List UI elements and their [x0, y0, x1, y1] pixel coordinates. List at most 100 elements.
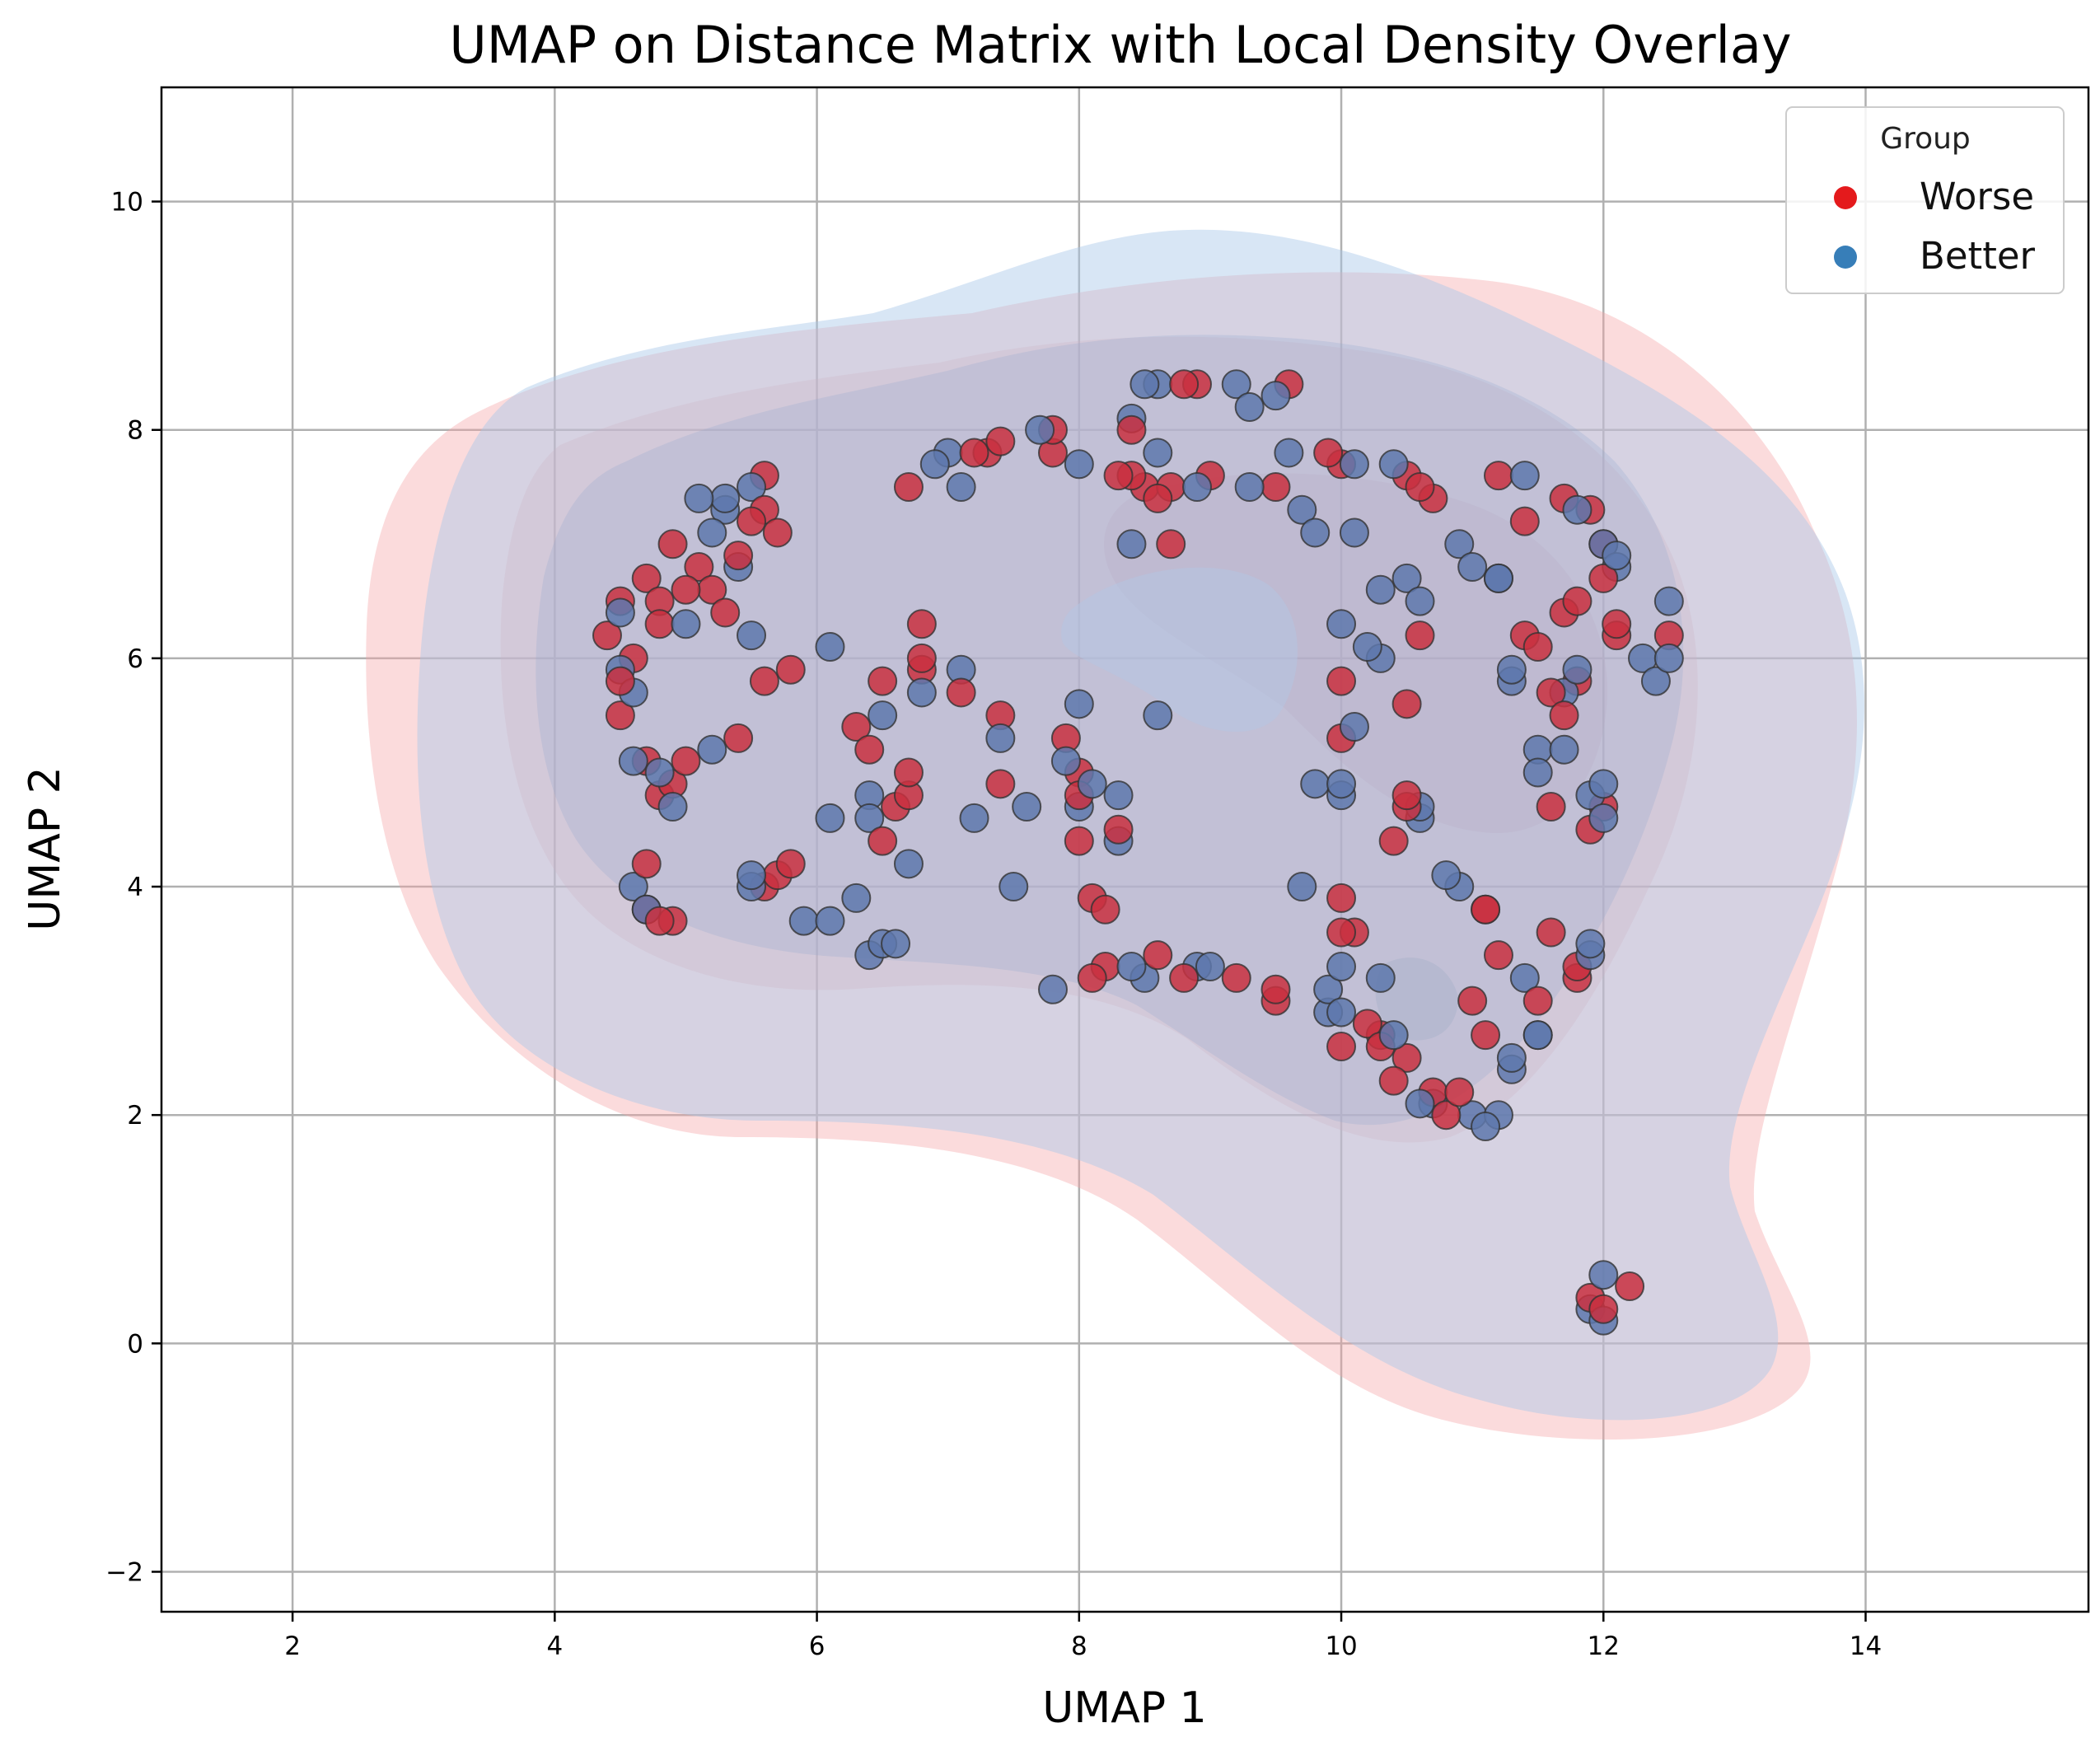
point-better [1339, 449, 1369, 480]
point-better [1588, 769, 1619, 799]
point-better [1575, 929, 1606, 959]
legend-marker-better [1834, 246, 1857, 269]
point-worse [1378, 1065, 1409, 1096]
point-better [1391, 563, 1422, 593]
kde-better-small [1375, 957, 1458, 1041]
y-tick-label: 2 [127, 1101, 143, 1131]
point-better [788, 906, 819, 936]
point-worse [644, 906, 675, 936]
legend: Group Worse Better [1785, 106, 2065, 294]
point-worse [1260, 974, 1291, 1004]
point-better [1012, 792, 1042, 822]
point-worse [1169, 962, 1200, 993]
point-better [605, 597, 635, 628]
point-worse [1326, 883, 1357, 913]
point-worse [749, 666, 779, 696]
point-better [1549, 734, 1579, 765]
point-worse [985, 769, 1016, 799]
point-worse [1169, 369, 1200, 400]
legend-title: Group [1880, 122, 1971, 156]
point-worse [1064, 826, 1094, 856]
point-better [1431, 860, 1462, 891]
point-worse [1326, 917, 1357, 948]
point-better [893, 849, 924, 879]
point-better [946, 472, 976, 503]
point-better [1405, 1089, 1435, 1119]
point-worse [1260, 472, 1291, 503]
point-better [1260, 381, 1291, 411]
point-better [1588, 1260, 1619, 1290]
point-better [1116, 952, 1147, 982]
x-tick-label: 2 [284, 1632, 301, 1661]
point-better [1234, 472, 1265, 503]
point-better [1143, 700, 1173, 731]
point-better [815, 906, 845, 936]
y-tick-label: 8 [127, 416, 143, 446]
point-better [1457, 552, 1488, 583]
point-worse [1352, 1009, 1382, 1039]
point-worse [723, 723, 754, 753]
point-better [657, 792, 688, 822]
point-better [1509, 461, 1540, 491]
x-tick-label: 14 [1850, 1632, 1882, 1661]
point-better [1287, 494, 1317, 525]
x-tick-label: 6 [809, 1632, 826, 1661]
point-worse [1391, 780, 1422, 811]
point-better [1365, 574, 1396, 605]
legend-marker-worse [1834, 186, 1857, 209]
point-worse [1431, 1100, 1462, 1131]
point-worse [1483, 461, 1513, 491]
plot-frame [160, 86, 2090, 1613]
point-worse [1156, 529, 1186, 559]
point-better [1378, 449, 1409, 480]
point-better [737, 860, 767, 891]
point-worse [1483, 940, 1513, 971]
point-worse [1457, 986, 1488, 1016]
point-better [1339, 712, 1369, 742]
point-worse [723, 541, 754, 571]
point-worse [906, 643, 937, 673]
point-worse [631, 563, 662, 593]
point-better [1234, 392, 1265, 423]
x-tick-label: 8 [1071, 1632, 1087, 1661]
point-worse [1103, 814, 1134, 845]
x-tick-label: 4 [546, 1632, 563, 1661]
kde-worse-mid [500, 336, 1698, 1143]
y-tick-label: 4 [127, 873, 143, 902]
point-better [1077, 769, 1107, 799]
point-better [1313, 974, 1344, 1004]
point-worse [631, 849, 662, 879]
point-worse [959, 438, 989, 468]
point-worse [1471, 894, 1501, 925]
point-better [1326, 997, 1357, 1028]
point-better [1064, 689, 1094, 719]
point-worse [1602, 609, 1632, 639]
point-better [1653, 643, 1684, 673]
point-better [1116, 529, 1147, 559]
point-better [1562, 494, 1593, 525]
point-worse [1536, 677, 1566, 708]
point-worse [644, 609, 675, 639]
point-worse [868, 826, 898, 856]
point-better [1483, 563, 1513, 593]
point-worse [605, 666, 635, 696]
point-worse [1562, 586, 1593, 616]
point-worse [1588, 1294, 1619, 1324]
y-tick-label: 0 [127, 1329, 143, 1359]
point-better [1496, 654, 1527, 685]
point-better [1378, 1020, 1409, 1051]
point-worse [893, 472, 924, 503]
point-worse [671, 574, 701, 605]
point-worse [1522, 986, 1553, 1016]
point-worse [1143, 483, 1173, 513]
point-better [1326, 769, 1357, 799]
point-better [644, 757, 675, 788]
point-worse [1509, 506, 1540, 536]
point-better [854, 803, 885, 833]
point-worse [1522, 632, 1553, 662]
axis-ticks: 2 4 6 8 10 12 14 −2 0 2 4 6 8 10 [105, 188, 1882, 1661]
point-better [1496, 1042, 1527, 1073]
kde-better-inner [1061, 567, 1298, 733]
point-worse [1536, 792, 1566, 822]
y-tick-label: 10 [111, 188, 143, 218]
